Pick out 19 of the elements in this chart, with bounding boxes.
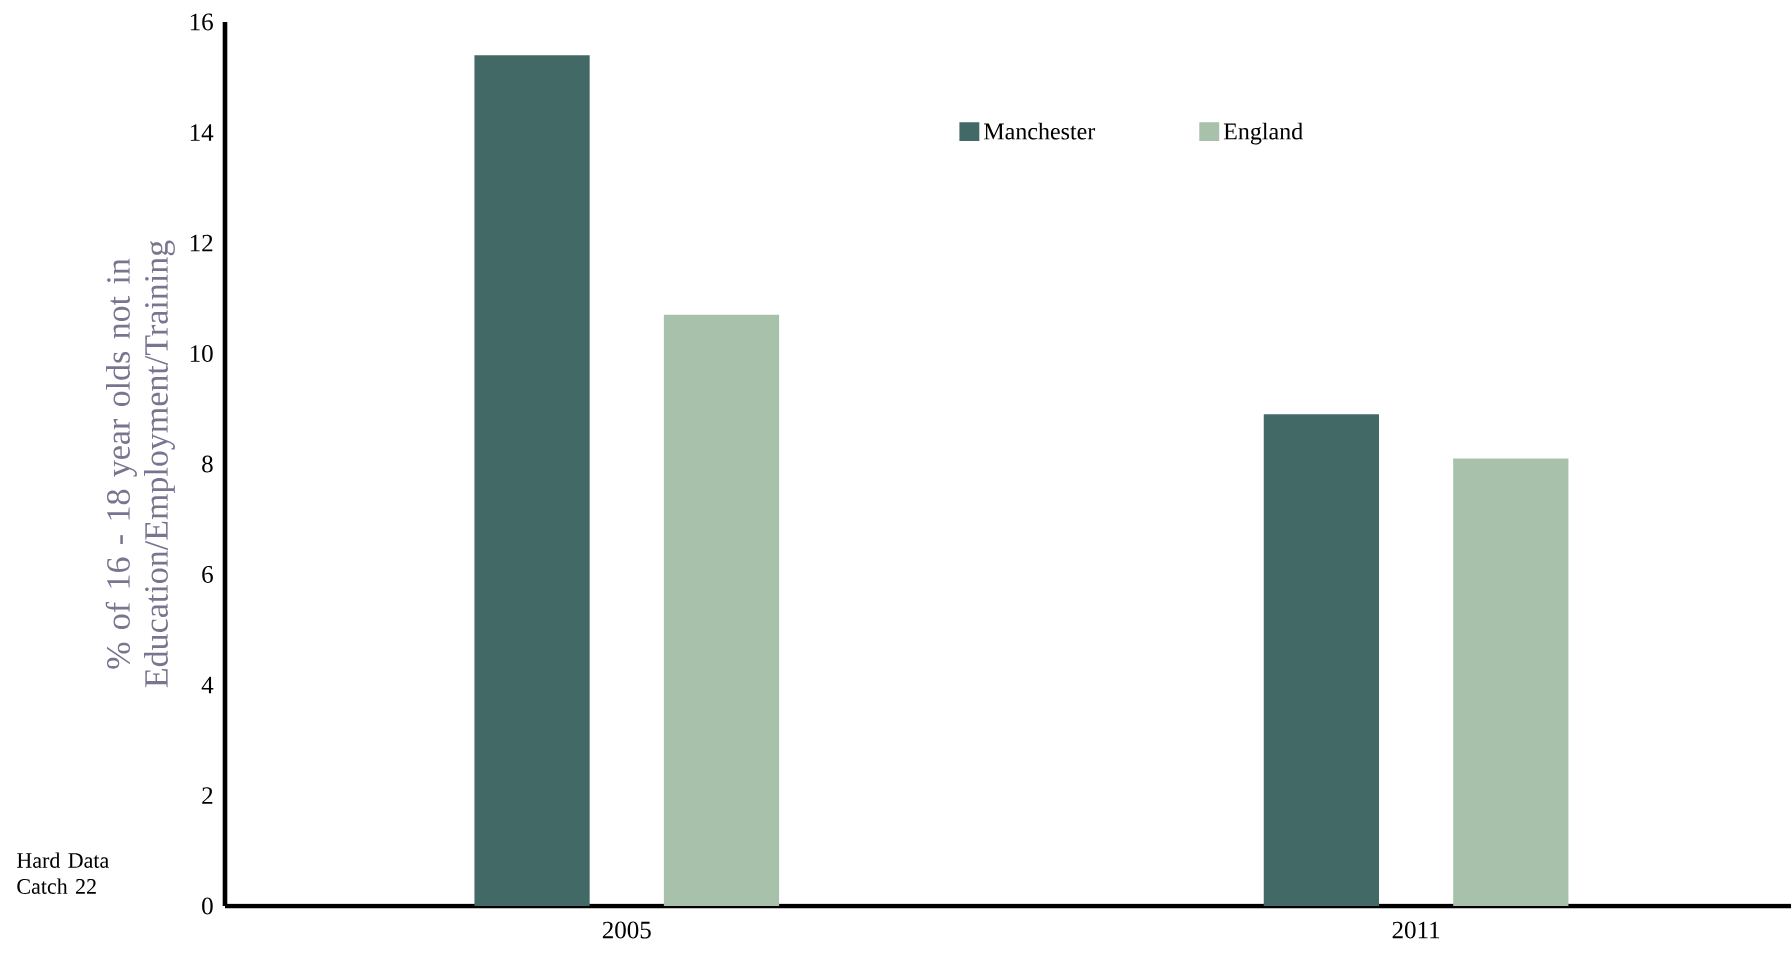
- y-tick-label: 12: [190, 234, 213, 252]
- y-tick-label: 4: [201, 676, 214, 694]
- y-axis-title: % of 16 - 18 year olds not in Education/Employment/Training: [105, 240, 175, 688]
- y-tick-label: 0: [202, 897, 213, 915]
- bar: [474, 55, 590, 906]
- bar: [1263, 414, 1379, 906]
- x-tick-label: 2005: [602, 921, 651, 939]
- y-tick-label: 2: [202, 787, 213, 804]
- text: Hard Data Catch 22: [17, 852, 109, 894]
- bar: [1453, 458, 1569, 906]
- bar: [663, 314, 780, 906]
- y-tick-label: 10: [190, 345, 213, 362]
- y-tick-label: 16: [190, 13, 213, 31]
- y-tick-label: 6: [202, 566, 213, 583]
- y-tick-label: 8: [202, 455, 213, 473]
- y-tick-label: 14: [190, 124, 214, 141]
- x-tick-label: 2011: [1392, 921, 1440, 939]
- legend-label: England: [1223, 122, 1303, 145]
- legend-label: Manchester: [984, 122, 1096, 140]
